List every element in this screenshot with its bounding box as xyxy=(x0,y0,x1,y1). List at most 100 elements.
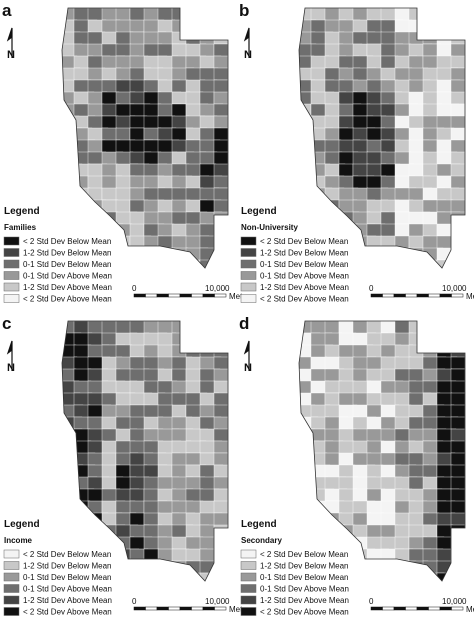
district xyxy=(464,163,465,182)
district xyxy=(450,127,465,142)
district xyxy=(450,536,465,557)
district xyxy=(464,139,465,155)
district xyxy=(464,500,465,520)
legend-item: 0-1 Std Dev Below Mean xyxy=(260,260,349,269)
district xyxy=(464,31,465,50)
district xyxy=(324,452,340,467)
district xyxy=(464,91,465,110)
district xyxy=(213,440,228,454)
district xyxy=(62,536,75,550)
district xyxy=(227,187,228,202)
district xyxy=(366,368,383,382)
map-panel: b N Legend Non-University < 2 Std Dev Below … xyxy=(239,1,474,304)
district xyxy=(299,500,319,517)
legend-swatch xyxy=(240,271,257,280)
district xyxy=(73,512,91,530)
district xyxy=(227,464,228,479)
map xyxy=(299,321,465,581)
legend-item: 1-2 Std Dev Below Mean xyxy=(23,562,112,571)
district xyxy=(464,55,465,71)
district xyxy=(450,103,465,118)
legend-item: 1-2 Std Dev Above Mean xyxy=(23,283,112,292)
scale-segment xyxy=(439,606,452,611)
district xyxy=(227,67,228,85)
scale-segment xyxy=(179,293,192,298)
scale-unit: Meters xyxy=(466,605,474,614)
district xyxy=(227,127,228,147)
district xyxy=(380,500,396,515)
district xyxy=(115,19,132,34)
legend-subtitle: Income xyxy=(4,536,33,545)
legend-swatch xyxy=(240,561,257,570)
district xyxy=(464,175,465,193)
district xyxy=(171,79,189,94)
district xyxy=(464,464,465,482)
scale-segment xyxy=(393,606,406,611)
district xyxy=(299,163,316,177)
district xyxy=(227,175,228,196)
district xyxy=(62,524,76,538)
district xyxy=(213,19,228,39)
district xyxy=(73,211,92,231)
legend-item: 1-2 Std Dev Above Mean xyxy=(260,596,349,605)
district xyxy=(227,91,228,105)
district xyxy=(213,43,228,58)
district xyxy=(464,560,465,575)
legend-item: 0-1 Std Dev Above Mean xyxy=(23,272,112,281)
scale-segment xyxy=(156,293,169,298)
scale-segment xyxy=(214,606,227,611)
district xyxy=(213,524,228,540)
legend-swatch xyxy=(3,595,20,605)
district xyxy=(62,488,79,503)
district xyxy=(199,500,216,515)
scale-end: 10,000 xyxy=(205,597,230,606)
district xyxy=(157,259,175,268)
district xyxy=(73,500,91,521)
district xyxy=(464,199,465,218)
north-arrow xyxy=(6,340,13,371)
district xyxy=(199,452,216,467)
district xyxy=(464,259,465,268)
district xyxy=(464,103,465,118)
district xyxy=(464,211,465,232)
scale-segment xyxy=(416,606,429,611)
district xyxy=(422,332,444,352)
scale-segment xyxy=(416,293,429,298)
district xyxy=(464,428,465,446)
district xyxy=(115,259,131,268)
district xyxy=(408,247,424,264)
district xyxy=(227,440,228,456)
district xyxy=(338,464,356,478)
scale-segment xyxy=(156,606,169,611)
district xyxy=(310,67,328,81)
district xyxy=(464,404,465,418)
district xyxy=(199,19,222,34)
district xyxy=(464,79,465,98)
district xyxy=(185,321,209,336)
district xyxy=(227,55,228,72)
panel-label: a xyxy=(2,1,12,20)
district xyxy=(62,187,77,201)
district xyxy=(185,259,201,268)
district xyxy=(87,211,105,226)
district xyxy=(380,560,397,576)
district xyxy=(464,524,465,544)
district xyxy=(227,488,228,502)
district xyxy=(199,259,221,268)
scale-start: 0 xyxy=(369,597,374,606)
scale-segment xyxy=(168,606,181,611)
district xyxy=(143,247,168,267)
district xyxy=(213,67,228,81)
district xyxy=(352,560,370,579)
district xyxy=(324,524,346,539)
district xyxy=(310,19,327,34)
district xyxy=(422,560,439,581)
legend-item: 0-1 Std Dev Above Mean xyxy=(23,585,112,594)
district xyxy=(450,524,465,540)
district xyxy=(143,488,159,503)
north-label: N xyxy=(7,49,15,61)
north-arrow xyxy=(243,340,250,371)
district xyxy=(73,199,91,220)
scale-segment xyxy=(168,293,181,298)
legend-swatch xyxy=(240,549,257,559)
